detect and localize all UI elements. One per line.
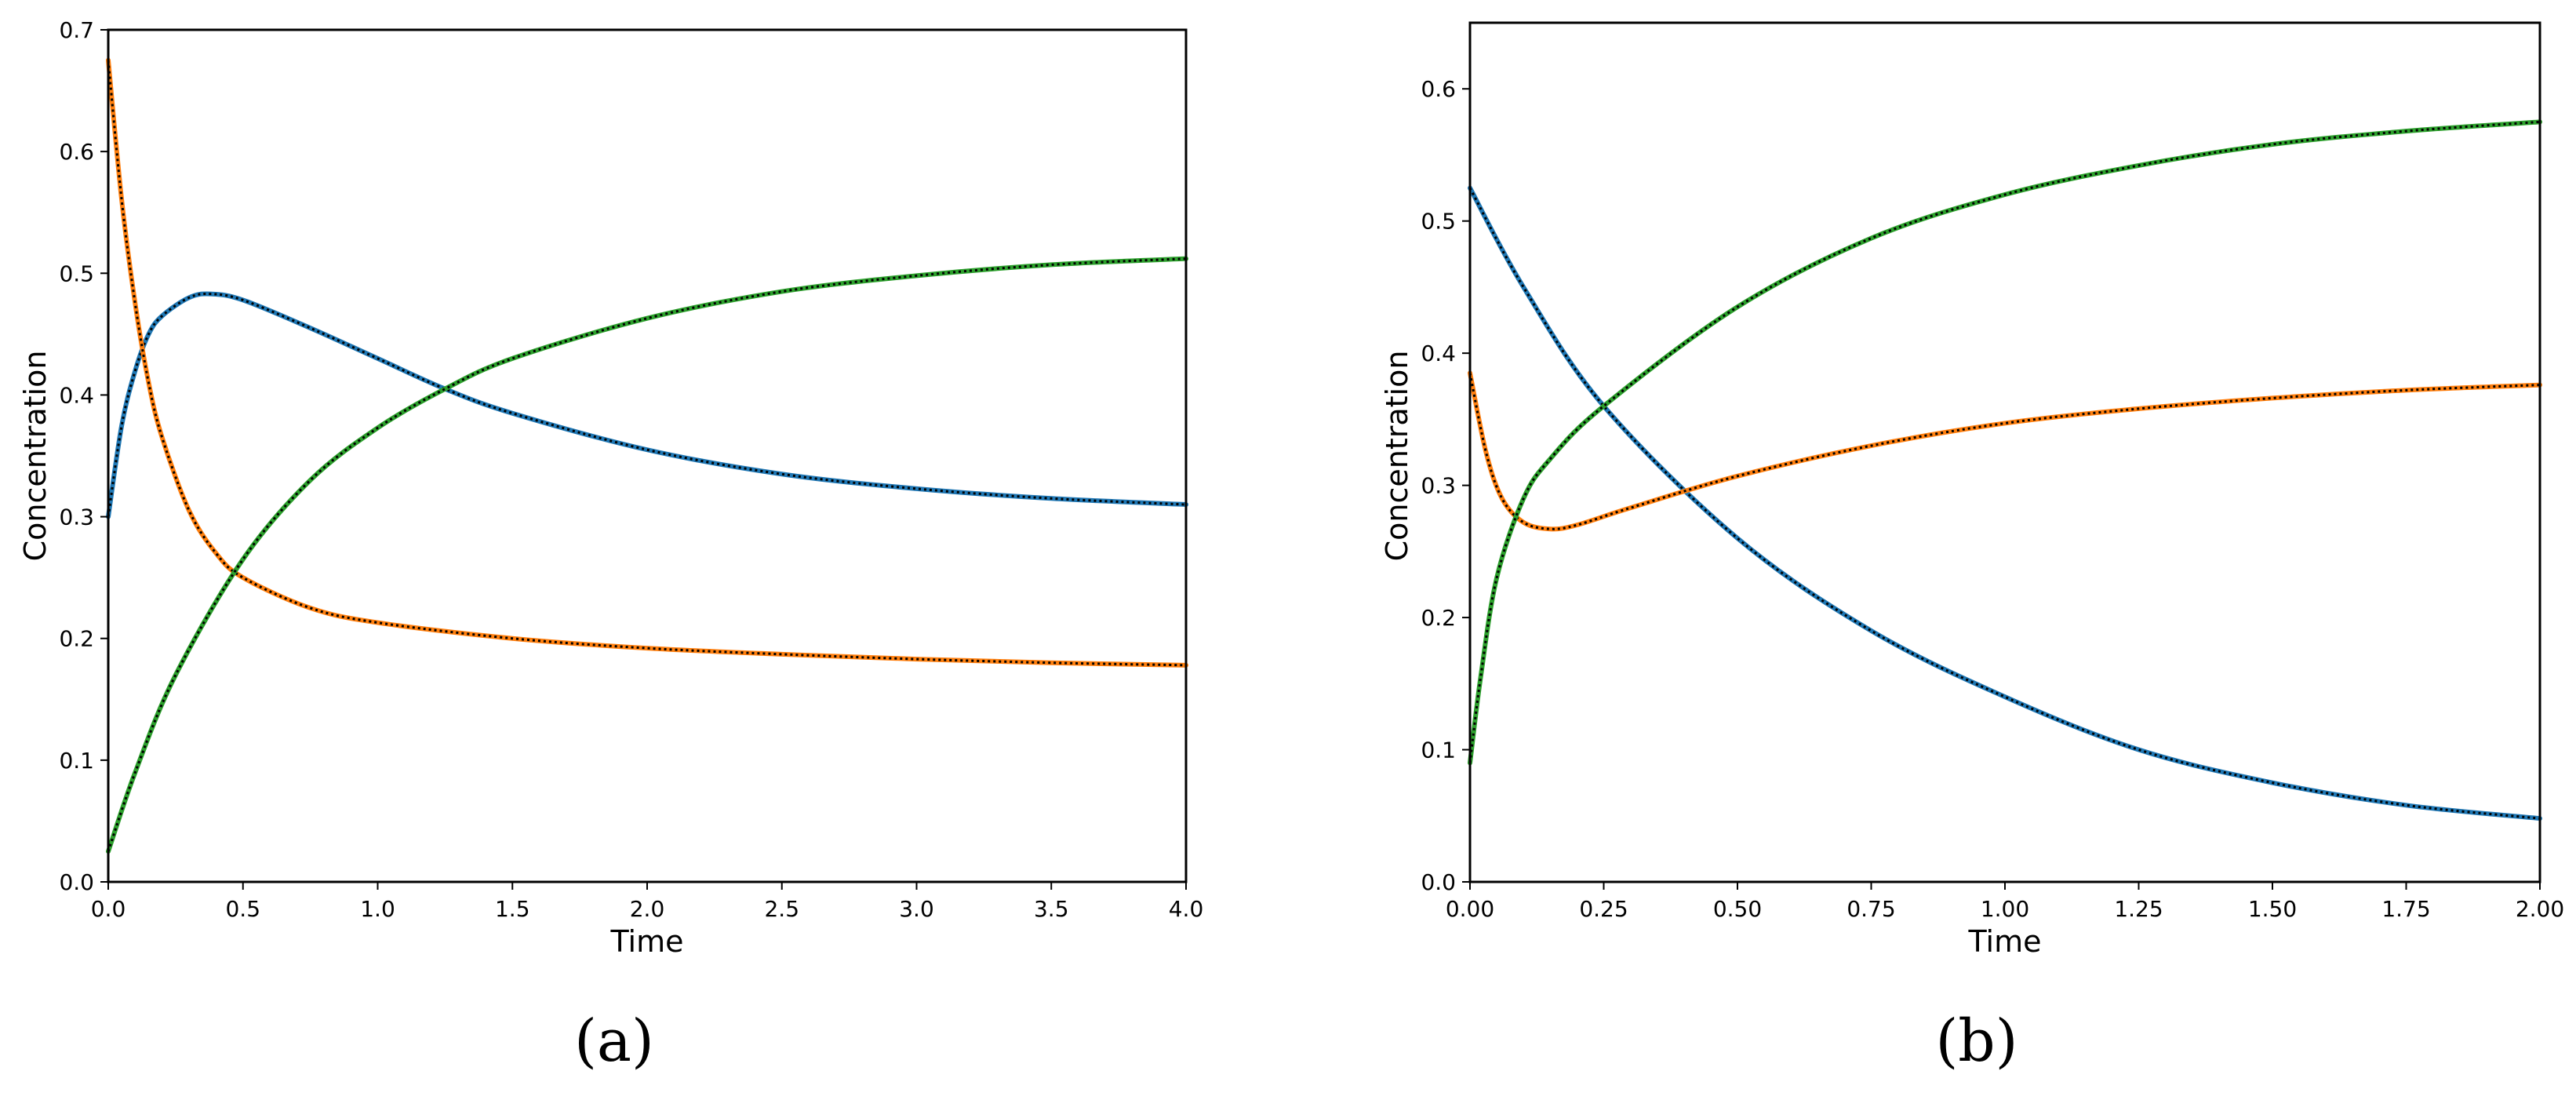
panel-b-y-tick-label: 0.2 (1421, 605, 1456, 631)
panel-b-x-tick-label: 1.25 (2114, 896, 2163, 922)
panel-a-series-3-dotted-overlay (107, 257, 1187, 852)
panel-b-y-tick-label: 0.0 (1421, 869, 1456, 895)
panel-b-y-axis-ticks: 0.0 0.1 0.2 0.3 0.4 0.5 0.6 (1421, 76, 1470, 895)
panel-b-y-tick-label: 0.6 (1421, 76, 1456, 102)
panel-b-x-tick-label: 0.75 (1846, 896, 1895, 922)
panel-a-x-tick-label: 3.0 (899, 896, 934, 922)
panel-a-y-tick-label: 0.3 (59, 504, 94, 530)
panel-b-series-1-dotted-overlay (1468, 187, 2541, 820)
panel-b-x-axis-ticks: 0.00 0.25 0.50 0.75 1.00 1.25 1.50 1.75 2.00 (1446, 882, 2564, 922)
panel-b-caption-text: (b) (1935, 1007, 2018, 1075)
chart-panel-a: 0.0 0.5 1.0 1.5 2.0 2.5 3.0 3.5 4.0 0.0 0.1 0.2 0.3… (18, 17, 1203, 1075)
panel-b-y-tick-label: 0.4 (1421, 341, 1456, 366)
panel-b-x-tick-label: 1.00 (1981, 896, 2029, 922)
panel-a-x-tick-label: 2.5 (764, 896, 799, 922)
panel-b-caption-label: (b) (1935, 1007, 2018, 1075)
panel-b-y-axis-label: Concentration (1380, 351, 1414, 562)
panel-a-y-axis-ticks: 0.0 0.1 0.2 0.3 0.4 0.5 0.6 0.7 (59, 17, 108, 895)
panel-a-caption-label: (a) (574, 1007, 654, 1075)
panel-a-x-axis-ticks: 0.0 0.5 1.0 1.5 2.0 2.5 3.0 3.5 4.0 (91, 882, 1204, 922)
panel-a-x-axis-label: Time (610, 924, 684, 959)
panel-b-x-tick-label: 1.75 (2381, 896, 2430, 922)
panel-b-x-tick-label: 0.50 (1713, 896, 1762, 922)
panel-a-caption-text: (a) (574, 1007, 654, 1075)
panel-a-y-tick-label: 0.6 (59, 139, 94, 165)
panel-a-y-tick-label: 0.7 (59, 17, 94, 43)
panel-a-y-tick-label: 0.4 (59, 382, 94, 408)
panel-a-y-axis-label: Concentration (18, 351, 53, 562)
panel-b-series-3-dotted-overlay (1468, 120, 2541, 763)
panel-a-x-tick-label: 1.0 (360, 896, 395, 922)
panel-a-y-tick-label: 0.1 (59, 748, 94, 774)
panel-a-x-tick-label: 0.0 (91, 896, 126, 922)
panel-a-y-tick-label: 0.0 (59, 869, 94, 895)
panel-b-y-tick-label: 0.5 (1421, 209, 1456, 235)
panel-a-x-tick-label: 2.0 (630, 896, 665, 922)
panel-b-series-layer (1468, 119, 2542, 821)
panel-b-x-tick-label: 1.50 (2248, 896, 2297, 922)
panel-a-series-1-dotted-overlay (107, 293, 1187, 517)
panel-a-x-tick-label: 0.5 (225, 896, 260, 922)
panel-a-x-tick-label: 3.5 (1034, 896, 1069, 922)
panel-b-y-tick-label: 0.1 (1421, 738, 1456, 763)
panel-b-y-tick-label: 0.3 (1421, 473, 1456, 499)
panel-a-x-tick-label: 4.0 (1169, 896, 1204, 922)
chart-panel-b: 0.00 0.25 0.50 0.75 1.00 1.25 1.50 1.75 2.00 0.0… (1380, 21, 2564, 1075)
panel-b-x-tick-label: 2.00 (2516, 896, 2564, 922)
panel-b-x-tick-label: 0.25 (1579, 896, 1628, 922)
panel-a-x-tick-label: 1.5 (495, 896, 530, 922)
panel-a-y-tick-label: 0.5 (59, 260, 94, 286)
panel-a-y-tick-label: 0.2 (59, 626, 94, 652)
panel-b-series-2-dotted-overlay (1468, 373, 2541, 530)
panel-a-series-2-dotted-overlay (107, 60, 1187, 667)
panel-a-series-layer (106, 57, 1188, 854)
panel-b-x-axis-label: Time (1968, 924, 2042, 959)
panel-b-x-tick-label: 0.00 (1446, 896, 1494, 922)
